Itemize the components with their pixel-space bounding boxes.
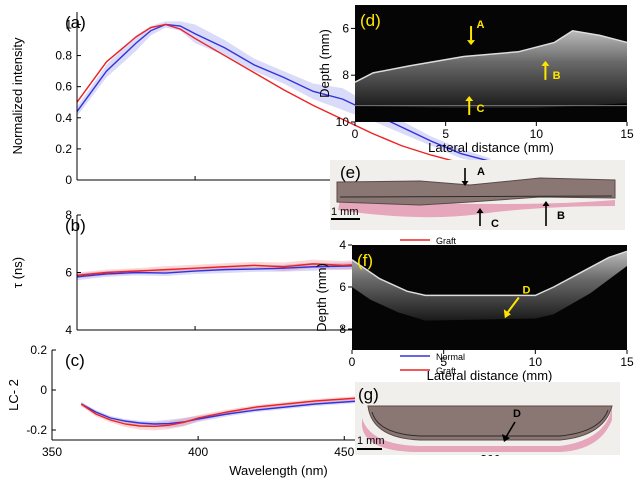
x-tick-label: 15 <box>620 355 634 369</box>
interface-line <box>339 195 613 198</box>
legend-label: Graft <box>436 366 457 376</box>
x-tick-label: 5 <box>440 355 447 369</box>
y-tick-label: 8 <box>65 208 72 222</box>
y-tick-label: 0.6 <box>55 80 72 94</box>
series-band <box>77 21 491 165</box>
legend-label: Graft <box>436 236 457 246</box>
tissue-surface <box>351 250 628 297</box>
panel-label: (f) <box>357 251 373 270</box>
annotation-arrowhead <box>465 95 474 101</box>
annotation-arrowhead <box>542 201 550 206</box>
y-axis-label: τ (ns) <box>10 257 25 288</box>
y-tick-label: 8 <box>342 68 349 82</box>
y-tick-label: 6 <box>342 21 349 35</box>
series-band <box>81 389 491 431</box>
annotation-label: D <box>523 284 531 296</box>
y-tick-label: 0.2 <box>30 343 47 357</box>
x-axis-label: Lateral distance (mm) <box>428 140 554 155</box>
tissue-layer <box>355 30 627 108</box>
legend-label: Normal <box>436 352 465 362</box>
panel-e: A C B 1 mm (e) <box>330 160 625 230</box>
y-tick-label: 0.2 <box>55 142 72 156</box>
y-axis-label: Normalized intensity <box>10 37 25 155</box>
y-tick-label: 0.8 <box>55 49 72 63</box>
annotation-label: D <box>513 408 521 420</box>
panel-label: (g) <box>358 385 379 404</box>
series-line <box>76 23 491 169</box>
x-tick-label: 15 <box>620 127 634 141</box>
x-tick-label: 5 <box>442 127 449 141</box>
annotation-arrowhead <box>476 208 484 213</box>
panel-label: (e) <box>340 163 361 182</box>
panel-f: 0 5 10 15 4 6 8 Lateral distance (mm) Depth (mm)… <box>314 238 634 383</box>
annotation-arrow <box>505 421 516 438</box>
x-tick-label: 10 <box>530 127 544 141</box>
y-tick-label: 4 <box>339 238 346 252</box>
annotation-arrowhead <box>461 181 469 186</box>
y-axis-label: Depth (mm) <box>317 29 332 98</box>
interface-line <box>371 409 609 437</box>
annotation-label: A <box>477 166 485 178</box>
y-tick-label: 0 <box>65 173 72 187</box>
y-tick-label: -0.2 <box>26 423 47 437</box>
y-tick-label: 1 <box>65 17 72 31</box>
scale-bar-label: 1 mm <box>357 435 385 447</box>
x-tick-label: 0 <box>349 355 356 369</box>
y-tick-label: 0.4 <box>55 111 72 125</box>
panel-g: D 1 mm (g) <box>355 382 620 455</box>
graft-tissue <box>336 177 616 206</box>
annotation-label: C <box>491 218 499 230</box>
y-tick-label: 10 <box>336 115 350 129</box>
tissue-layer <box>352 251 627 321</box>
annotation-arrow <box>507 296 520 313</box>
y-axis-label: LC- 2 <box>6 379 21 411</box>
panel-label: (a) <box>65 13 86 32</box>
annotation-arrowhead <box>467 40 476 46</box>
x-tick-label: 10 <box>529 355 543 369</box>
y-tick-label: 6 <box>339 280 346 294</box>
y-tick-label: 0 <box>40 383 47 397</box>
x-tick-label: 400 <box>188 445 208 459</box>
y-axis-label: Depth (mm) <box>314 263 329 332</box>
graft-tissue <box>367 405 613 441</box>
x-axis-label: Lateral distance (mm) <box>427 368 553 383</box>
annotation-arrowhead <box>502 434 510 442</box>
x-axis-label: Wavelength (nm) <box>229 463 328 478</box>
panel-label: (d) <box>360 11 381 30</box>
panel-label: (b) <box>65 216 86 235</box>
annotation-arrowhead <box>503 309 511 319</box>
annotation-label: B <box>553 70 561 82</box>
pink-tissue <box>362 408 612 452</box>
x-tick-label: 350 <box>42 445 62 459</box>
x-tick-label: 0 <box>352 127 359 141</box>
annotation-label: C <box>476 103 484 115</box>
x-tick-label: 450 <box>334 445 354 459</box>
tissue-surface <box>354 29 628 83</box>
y-tick-label: 6 <box>65 266 72 280</box>
scale-bar-label: 1 mm <box>331 206 359 218</box>
series-line <box>76 23 491 163</box>
y-tick-label: 4 <box>65 323 72 337</box>
annotation-label: B <box>557 210 565 222</box>
y-tick-label: 8 <box>339 322 346 336</box>
panel-label: (c) <box>65 351 85 370</box>
annotation-label: A <box>476 19 484 31</box>
annotation-arrowhead <box>541 60 550 66</box>
